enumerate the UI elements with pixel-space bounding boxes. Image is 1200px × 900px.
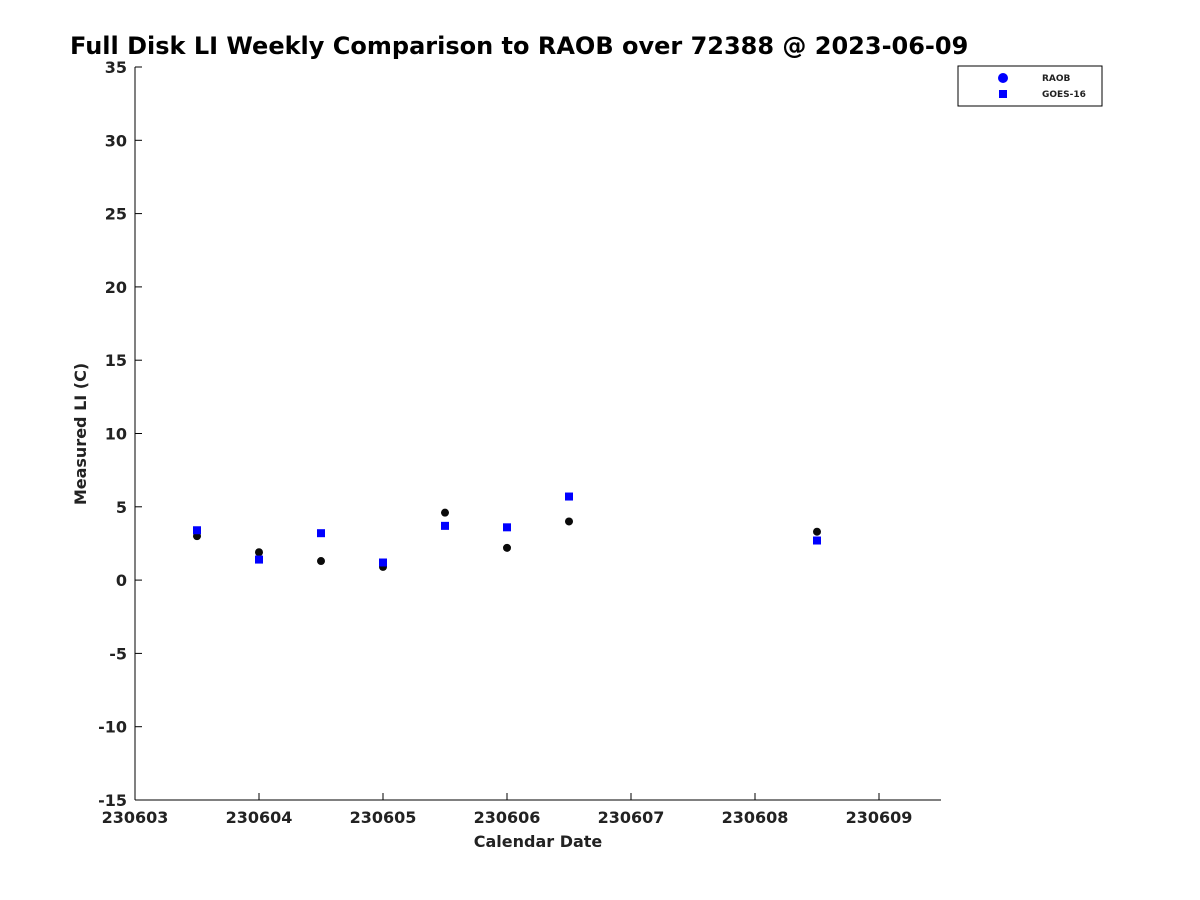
goes16-point: [379, 558, 387, 567]
goes16-point: [813, 536, 821, 545]
y-tick-label: -15: [98, 791, 127, 810]
legend-raob-marker: [998, 73, 1008, 83]
raob-point: [813, 527, 821, 536]
y-tick-label: 15: [105, 351, 127, 370]
y-tick-label: 30: [105, 131, 127, 150]
data-points: [193, 492, 821, 571]
raob-point: [255, 548, 263, 557]
goes16-point: [255, 555, 263, 564]
x-tick-label: 230604: [226, 808, 293, 827]
legend-label: GOES-16: [1042, 90, 1086, 100]
raob-point: [565, 517, 573, 526]
y-axis-label: Measured LI (C): [71, 363, 90, 505]
goes16-point: [441, 521, 449, 530]
y-tick-label: -5: [109, 644, 127, 663]
x-tick-label: 230608: [722, 808, 789, 827]
y-tick-label: 0: [116, 571, 127, 590]
x-tick-label: 230607: [598, 808, 665, 827]
raob-point: [503, 543, 511, 552]
goes16-point: [193, 526, 201, 535]
y-tick-label: -10: [98, 718, 127, 737]
x-axis-label: Calendar Date: [474, 832, 603, 851]
legend-box: [957, 65, 1103, 107]
series-raob: [193, 508, 821, 571]
raob-point: [441, 508, 449, 517]
y-tick-label: 35: [105, 58, 127, 77]
y-tick-label: 5: [116, 498, 127, 517]
x-tick-label: 230606: [474, 808, 541, 827]
legend-goes16-marker: [999, 90, 1007, 98]
raob-point: [317, 557, 325, 566]
y-tick-label: 20: [105, 278, 127, 297]
series-goes-16: [193, 492, 821, 567]
chart-title: Full Disk LI Weekly Comparison to RAOB o…: [70, 32, 968, 60]
y-tick-label: 10: [105, 425, 127, 444]
goes16-point: [565, 492, 573, 501]
x-tick-label: 230603: [102, 808, 169, 827]
x-tick-label: 230609: [846, 808, 913, 827]
goes16-point: [317, 529, 325, 538]
legend-label: RAOB: [1042, 74, 1071, 84]
goes16-point: [503, 523, 511, 532]
x-tick-label: 230605: [350, 808, 417, 827]
y-tick-label: 25: [105, 205, 127, 224]
legend: RAOB GOES-16: [957, 65, 1103, 107]
